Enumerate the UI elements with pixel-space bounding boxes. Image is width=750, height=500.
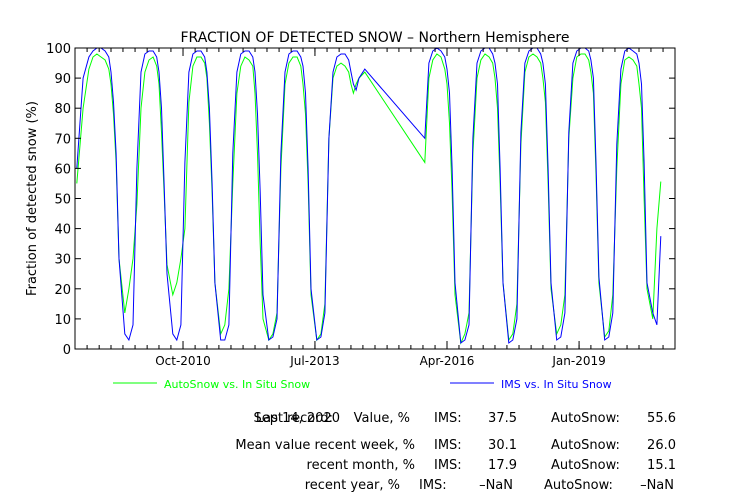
y-tick-label: 80 xyxy=(54,102,71,117)
year-autosnow: –NaN xyxy=(640,478,674,493)
week-autosnow: 26.0 xyxy=(647,438,676,453)
chart-title: FRACTION OF DETECTED SNOW – Northern Hem… xyxy=(180,30,569,46)
year-autosnow-label: AutoSnow: xyxy=(544,478,613,493)
y-axis-label: Fraction of detected snow (%) xyxy=(25,101,40,296)
value-ims: 37.5 xyxy=(488,411,517,426)
year-label: recent year, % xyxy=(304,478,400,493)
y-tick-label: 20 xyxy=(54,283,71,298)
month-ims: 17.9 xyxy=(488,458,517,473)
x-tick-label: Jan-2019 xyxy=(551,354,605,368)
month-ims-label: IMS: xyxy=(434,458,462,473)
x-tick-label: Apr-2016 xyxy=(420,354,475,368)
legend-label-1: IMS vs. In Situ Snow xyxy=(501,378,612,391)
y-tick-label: 90 xyxy=(54,72,71,87)
snow-fraction-chart: FRACTION OF DETECTED SNOW – Northern Hem… xyxy=(25,30,676,391)
y-tick-label: 60 xyxy=(54,162,71,177)
y-tick-label: 30 xyxy=(54,253,71,268)
y-tick-label: 100 xyxy=(46,42,71,57)
y-tick-label: 70 xyxy=(54,132,71,147)
y-tick-label: 0 xyxy=(63,343,71,358)
week-autosnow-label: AutoSnow: xyxy=(551,438,620,453)
week-ims: 30.1 xyxy=(488,438,517,453)
year-ims: –NaN xyxy=(479,478,513,493)
week-label: Mean value recent week, % xyxy=(235,438,415,453)
value-ims-label: IMS: xyxy=(434,411,462,426)
series-line-1 xyxy=(76,47,662,344)
value-label: Value, % xyxy=(353,411,410,426)
x-tick-label: Jul-2013 xyxy=(289,354,339,368)
month-autosnow-label: AutoSnow: xyxy=(551,458,620,473)
y-tick-label: 10 xyxy=(54,313,71,328)
last-record-date: Sep 14, 2020 xyxy=(253,411,340,426)
y-tick-label: 50 xyxy=(54,193,71,208)
year-ims-label: IMS: xyxy=(419,478,447,493)
legend-label-0: AutoSnow vs. In Situ Snow xyxy=(164,378,310,391)
x-tick-label: Oct-2010 xyxy=(155,354,211,368)
week-ims-label: IMS: xyxy=(434,438,462,453)
month-label: recent month, % xyxy=(306,458,415,473)
last-record-label: Last record: xyxy=(255,411,333,426)
value-autosnow-label: AutoSnow: xyxy=(551,411,620,426)
month-autosnow: 15.1 xyxy=(647,458,676,473)
y-tick-label: 40 xyxy=(54,223,71,238)
value-autosnow: 55.6 xyxy=(647,411,676,426)
